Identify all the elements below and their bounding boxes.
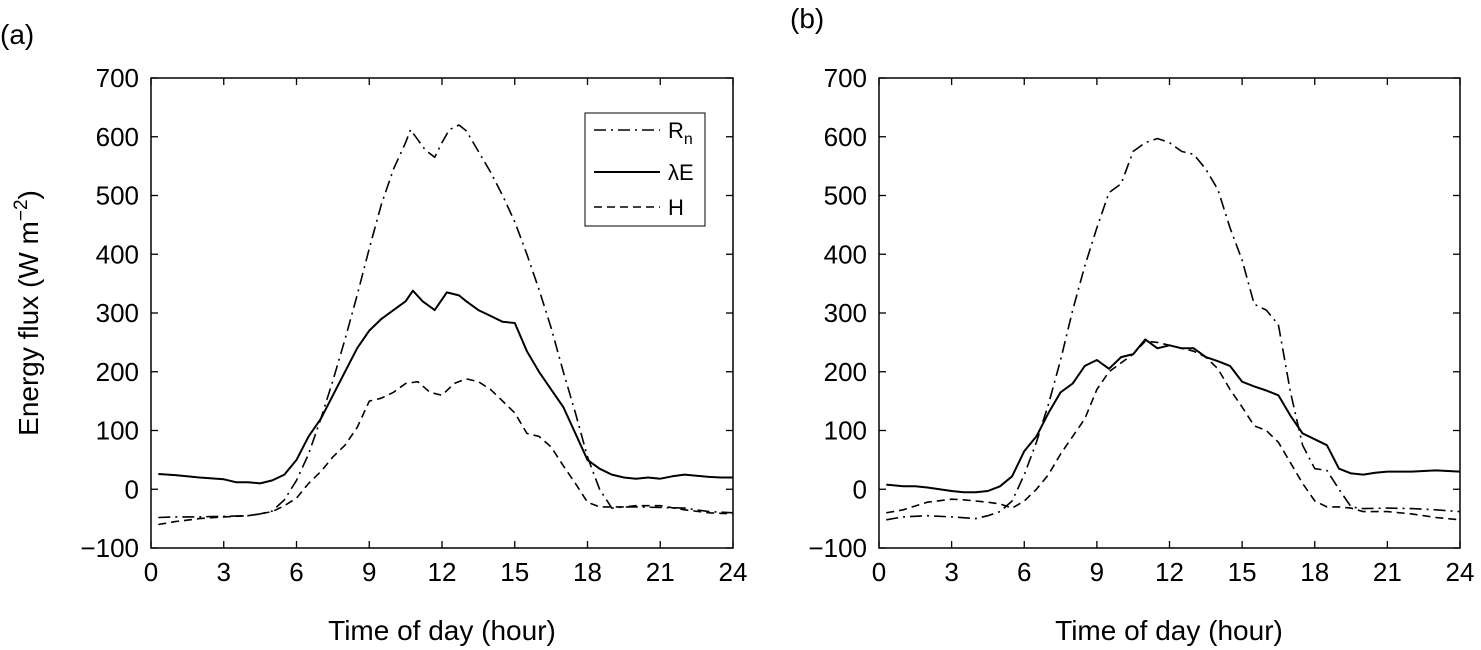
y-tick-label: 100	[96, 416, 139, 446]
y-axis-title: Energy flux (W m−2)	[11, 190, 44, 436]
panel-label-b: (b)	[790, 3, 824, 34]
series-line-dash-dot	[886, 137, 1461, 521]
series-line-solid	[158, 289, 733, 485]
y-tick-label: 700	[96, 63, 139, 93]
y-tick-label: 400	[96, 239, 139, 269]
y-tick-label: 600	[824, 122, 867, 152]
x-tick-label: 9	[1090, 557, 1104, 587]
legend-label-h: H	[668, 195, 684, 220]
x-tick-label: 15	[1228, 557, 1257, 587]
panel-a: (a) 0 3 6 9 12 15 18 21 24 700 600 500 400 300 200 100 0…	[0, 19, 747, 646]
y-axis-title-superscript: −2	[11, 199, 32, 221]
series-line-dashed	[886, 340, 1461, 521]
y-tick-label: 500	[96, 181, 139, 211]
y-tick-label: 200	[824, 357, 867, 387]
x-tick-label: 3	[944, 557, 958, 587]
x-axis-title-b: Time of day (hour)	[1055, 615, 1283, 646]
legend-label-rn-sub: n	[684, 131, 693, 148]
y-tick-label: 500	[824, 181, 867, 211]
x-tick-label: 6	[289, 557, 303, 587]
x-tick-label: 9	[362, 557, 376, 587]
x-tick-label: 24	[719, 557, 748, 587]
legend: Rn λE H	[584, 112, 706, 227]
y-tick-label: 0	[853, 474, 867, 504]
x-tick-label: 24	[1446, 557, 1475, 587]
x-tick-label: 6	[1017, 557, 1031, 587]
panel-b: (b) 0 3 6 9 12 15 18 21 24 700 600 500 400 300 200 100 0…	[790, 3, 1474, 646]
y-tick-label: −100	[80, 533, 139, 563]
legend-box	[584, 112, 706, 227]
x-tick-label: 21	[1373, 557, 1402, 587]
y-tick-label: 700	[824, 63, 867, 93]
x-tick-label: 15	[500, 557, 529, 587]
series-line-solid	[886, 338, 1461, 494]
panel-label-a: (a)	[0, 19, 34, 50]
x-tick-label: 21	[646, 557, 675, 587]
y-tick-label: 300	[96, 298, 139, 328]
y-tick-label: 200	[96, 357, 139, 387]
y-axis-title-main: Energy flux (W m	[13, 221, 44, 436]
y-axis-title-close: )	[13, 190, 44, 199]
y-tick-label: 100	[824, 416, 867, 446]
x-tick-label: 12	[1155, 557, 1184, 587]
plot-frame-b	[878, 77, 1461, 549]
x-tick-label: 0	[872, 557, 886, 587]
y-tick-label: −100	[808, 533, 867, 563]
x-tick-label: 0	[144, 557, 158, 587]
series-line-dash-dot	[158, 124, 734, 519]
legend-label-le: λE	[668, 160, 694, 185]
x-axis-title-a: Time of day (hour)	[328, 615, 556, 646]
x-tick-label: 3	[217, 557, 231, 587]
y-tick-label: 600	[96, 122, 139, 152]
series-line-dashed	[158, 377, 734, 526]
y-tick-label: 300	[824, 298, 867, 328]
y-tick-label: 0	[125, 474, 139, 504]
legend-label-rn: Rn	[668, 118, 693, 148]
x-tick-label: 12	[428, 557, 457, 587]
x-tick-label: 18	[1300, 557, 1329, 587]
y-tick-label: 400	[824, 239, 867, 269]
legend-label-rn-main: R	[668, 118, 684, 143]
x-tick-label: 18	[573, 557, 602, 587]
